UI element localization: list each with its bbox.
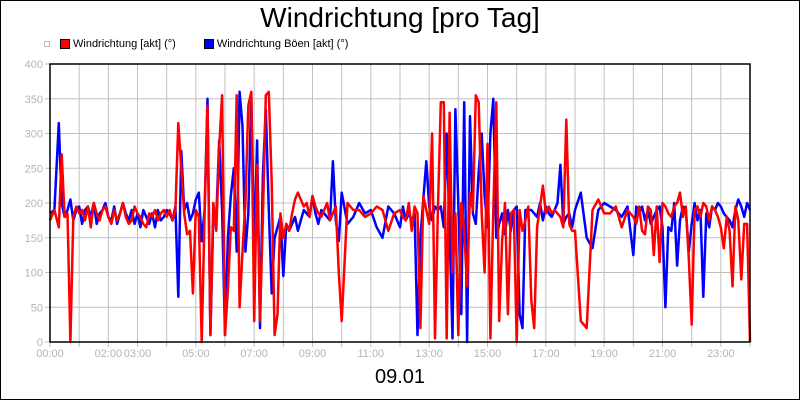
x-tick-label: 23:00 [707,348,735,360]
y-tick-label: 100 [25,268,43,280]
legend-swatch-red [60,39,70,49]
x-tick-label: 07:00 [240,348,268,360]
legend-swatch-blue [203,39,214,49]
legend-label: Windrichtung Böen [akt] (°) [216,38,349,50]
x-tick-label: 15:00 [474,348,502,360]
y-tick-label: 150 [25,233,43,245]
chart-title: Windrichtung [pro Tag] [260,2,540,33]
legend-item-windrichtung: Windrichtung [akt] (°) [60,38,176,50]
x-tick-label: 11:00 [357,348,384,360]
x-tick-label: 03:00 [124,348,152,360]
x-tick-label: 21:00 [649,348,677,360]
x-tick-label: 05:00 [182,348,210,360]
x-tick-label: 19:00 [590,348,618,360]
x-tick-label: 13:00 [415,348,443,360]
x-tick-label: 09:00 [299,348,327,360]
legend-label: Windrichtung [akt] (°) [73,38,176,50]
y-tick-label: 0 [37,337,43,349]
x-axis-date-label: 09.01 [374,366,426,388]
legend-item-windrichtung-boeen: Windrichtung Böen [akt] (°) [203,38,349,50]
y-tick-label: 350 [25,94,43,106]
y-tick-label: 300 [25,129,43,141]
x-tick-label: 17:00 [532,348,560,360]
plot-border [49,63,751,343]
x-tick-label: 02:00 [95,348,123,360]
y-tick-label: 200 [25,198,43,210]
series-line-windrichtung [48,90,752,344]
y-tick-label: 250 [25,163,43,175]
legend-marker-icon [44,41,50,47]
y-tick-label: 400 [25,59,43,71]
legend: Windrichtung [akt] (°) Windrichtung Böen… [44,38,376,50]
y-tick-label: 50 [31,302,43,314]
x-tick-label: 00:00 [36,348,64,360]
